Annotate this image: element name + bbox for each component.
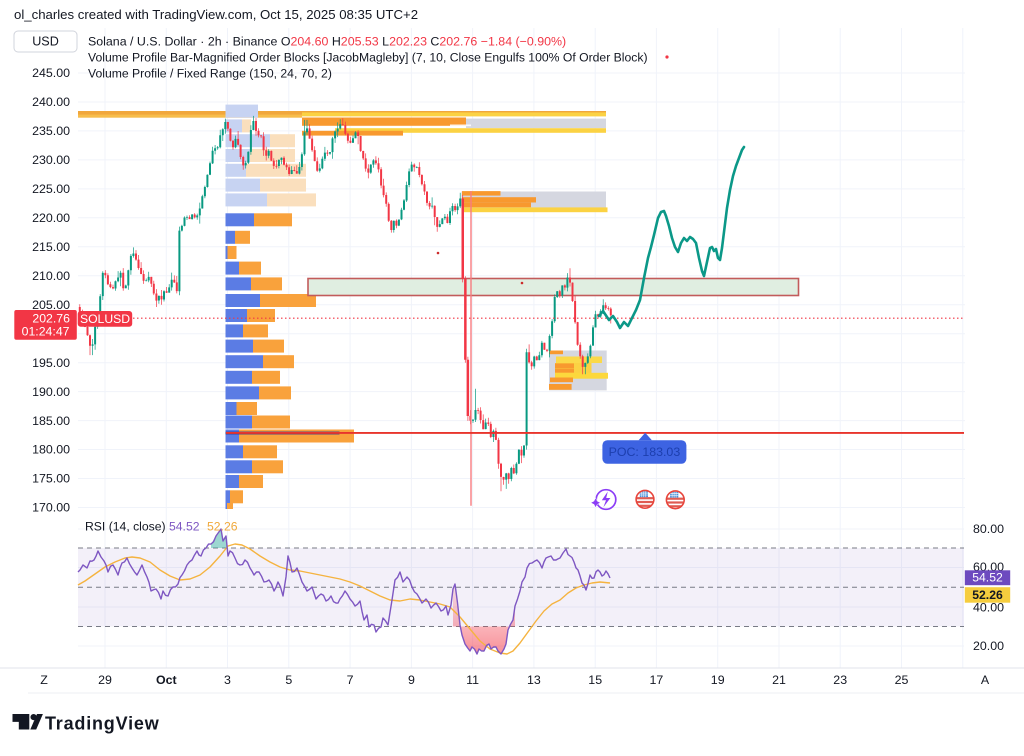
svg-text:9: 9 — [408, 673, 415, 687]
svg-text:21: 21 — [772, 673, 786, 687]
svg-text:Z: Z — [40, 673, 48, 687]
svg-text:190.00: 190.00 — [32, 385, 70, 399]
svg-text:01:24:47: 01:24:47 — [22, 324, 70, 338]
svg-text:25: 25 — [895, 673, 909, 687]
svg-text:USD: USD — [32, 35, 59, 49]
svg-text:235.00: 235.00 — [32, 124, 70, 138]
svg-text:23: 23 — [833, 673, 847, 687]
svg-text:54.52: 54.52 — [169, 520, 200, 534]
svg-text:230.00: 230.00 — [32, 153, 70, 167]
svg-text:52.26: 52.26 — [207, 520, 238, 534]
svg-text:3: 3 — [224, 673, 231, 687]
svg-text:185.00: 185.00 — [32, 414, 70, 428]
svg-text:40.00: 40.00 — [973, 601, 1004, 615]
svg-text:180.00: 180.00 — [32, 443, 70, 457]
svg-text:A: A — [981, 673, 990, 687]
svg-text:175.00: 175.00 — [32, 472, 70, 486]
svg-text:215.00: 215.00 — [32, 240, 70, 254]
svg-text:205.00: 205.00 — [32, 298, 70, 312]
svg-text:195.00: 195.00 — [32, 356, 70, 370]
svg-text:TradingView: TradingView — [45, 714, 160, 734]
svg-text:11: 11 — [466, 673, 479, 687]
svg-text:240.00: 240.00 — [32, 95, 70, 109]
svg-text:20.00: 20.00 — [973, 639, 1004, 653]
svg-text:15: 15 — [588, 673, 602, 687]
svg-text:245.00: 245.00 — [32, 66, 70, 80]
svg-text:54.52: 54.52 — [972, 571, 1003, 585]
svg-text:7: 7 — [347, 673, 354, 687]
svg-text:5: 5 — [285, 673, 292, 687]
svg-text:29: 29 — [98, 673, 112, 687]
svg-text:17: 17 — [650, 673, 664, 687]
svg-text:Volume Profile / Fixed Range (: Volume Profile / Fixed Range (150, 24, 7… — [88, 67, 332, 81]
svg-text:170.00: 170.00 — [32, 501, 70, 515]
svg-text:SOLUSD: SOLUSD — [80, 312, 130, 326]
svg-text:ol_charles created with Tradin: ol_charles created with TradingView.com,… — [14, 7, 418, 22]
svg-text:Volume Profile Bar-Magnified O: Volume Profile Bar-Magnified Order Block… — [88, 51, 648, 65]
svg-text:RSI (14, close): RSI (14, close) — [85, 520, 166, 534]
svg-text:Solana / U.S. Dollar · 2h · Bi: Solana / U.S. Dollar · 2h · Binance O204… — [88, 35, 566, 49]
svg-text:220.00: 220.00 — [32, 211, 70, 225]
svg-text:225.00: 225.00 — [32, 182, 70, 196]
svg-text:80.00: 80.00 — [973, 522, 1004, 536]
svg-text:13: 13 — [527, 673, 541, 687]
svg-text:210.00: 210.00 — [32, 269, 70, 283]
svg-text:19: 19 — [711, 673, 725, 687]
svg-text:Oct: Oct — [156, 673, 177, 687]
svg-text:POC: 183.03: POC: 183.03 — [609, 445, 681, 459]
svg-text:52.26: 52.26 — [972, 588, 1003, 602]
svg-text:202.76: 202.76 — [32, 311, 70, 325]
